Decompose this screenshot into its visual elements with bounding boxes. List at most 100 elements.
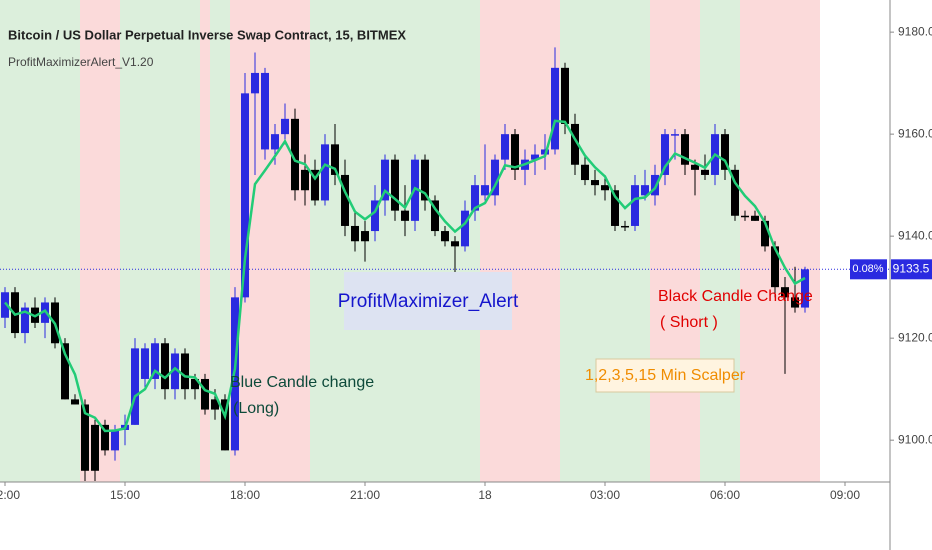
y-tick-label: 9100.0: [898, 432, 932, 446]
candle-body: [501, 134, 509, 160]
candle-body: [741, 215, 749, 218]
trend-band: [650, 0, 700, 482]
candle-body: [581, 164, 589, 181]
candle-body: [591, 180, 599, 186]
x-tick-label: 06:00: [710, 488, 740, 502]
candle-body: [481, 185, 489, 196]
annotation-title: ProfitMaximizer_Alert: [338, 291, 519, 312]
candle-body: [1, 292, 9, 318]
candle-body: [631, 185, 639, 226]
candle-body: [611, 190, 619, 226]
candle-body: [161, 343, 169, 390]
candle-body: [361, 231, 369, 242]
x-tick-label: 18:00: [230, 488, 260, 502]
candle-body: [681, 134, 689, 165]
x-tick-label: 12:00: [0, 488, 20, 502]
x-tick-label: 18: [478, 488, 492, 502]
last-price-label: 9133.5: [893, 261, 930, 275]
candle-body: [511, 134, 519, 170]
candle-body: [721, 134, 729, 170]
ema-line: [4, 119, 806, 433]
candle-body: [131, 348, 139, 425]
candle-body: [551, 67, 559, 150]
candle-body: [451, 241, 459, 247]
candle-body: [391, 159, 399, 211]
x-tick-label: 15:00: [110, 488, 140, 502]
candle-body: [91, 424, 99, 471]
chart-title: Bitcoin / US Dollar Perpetual Inverse Sw…: [8, 27, 406, 42]
candle-body: [601, 185, 609, 191]
candle-body: [641, 185, 649, 196]
scalper-note: 1,2,3,5,15 Min Scalper: [585, 367, 746, 384]
candle-body: [621, 225, 629, 228]
last-price-box: [891, 259, 932, 280]
long-note: (Long): [233, 400, 279, 417]
candle-body: [491, 159, 499, 196]
candle-body: [331, 144, 339, 175]
last-price-change-box: [850, 259, 887, 280]
y-tick-label: 9120.0: [898, 330, 932, 344]
candle-body: [571, 123, 579, 165]
trend-band: [560, 0, 650, 482]
candle-body: [201, 378, 209, 410]
candle-body: [61, 343, 69, 400]
candle-body: [271, 134, 279, 150]
candle-body: [251, 72, 259, 94]
candle-body: [771, 246, 779, 288]
trend-band: [0, 0, 80, 482]
trend-band: [480, 0, 560, 482]
candle-body: [761, 220, 769, 247]
candle-body: [751, 215, 759, 221]
candle-body: [341, 174, 349, 226]
candle-body: [731, 169, 739, 216]
candle-body: [791, 297, 799, 308]
candle-body: [291, 118, 299, 191]
candle-body: [81, 404, 89, 471]
candle-body: [301, 169, 309, 191]
candle-body: [111, 429, 119, 451]
candle-body: [371, 200, 379, 232]
trend-band: [210, 0, 230, 482]
candle-body: [71, 399, 79, 405]
candle-body: [221, 399, 229, 451]
candle-body: [801, 269, 809, 308]
y-tick-label: 9180.0: [898, 24, 932, 38]
candle-body: [151, 343, 159, 379]
candle-body: [671, 134, 679, 136]
indicator-name: ProfitMaximizerAlert_V1.20: [8, 55, 154, 69]
candle-body: [421, 159, 429, 201]
candle-body: [101, 424, 109, 451]
candle-body: [241, 93, 249, 298]
candle-body: [281, 118, 289, 135]
short-note: Black Candle Change: [658, 288, 813, 305]
candle-body: [261, 72, 269, 150]
candle-body: [561, 67, 569, 124]
candle-body: [651, 174, 659, 196]
x-tick-label: 03:00: [590, 488, 620, 502]
candle-body: [401, 210, 409, 221]
trend-band: [740, 0, 820, 482]
candle-body: [11, 292, 19, 334]
candle-body: [21, 307, 29, 334]
x-tick-label: 21:00: [350, 488, 380, 502]
candle-body: [381, 159, 389, 201]
candle-body: [471, 185, 479, 211]
candle-body: [211, 399, 219, 410]
candle-body: [431, 200, 439, 232]
candle-body: [141, 348, 149, 379]
candle-body: [661, 134, 669, 175]
y-tick-label: 9140.0: [898, 228, 932, 242]
candle-body: [311, 169, 319, 201]
candle-body: [191, 378, 199, 390]
trend-band: [200, 0, 210, 482]
candle-body: [171, 353, 179, 390]
candle-body: [461, 210, 469, 247]
x-tick-label: 09:00: [830, 488, 860, 502]
candle-body: [181, 353, 189, 390]
last-price-change: 0.08%: [852, 263, 883, 275]
candle-body: [351, 225, 359, 242]
candle-body: [531, 154, 539, 160]
trend-band: [80, 0, 120, 482]
y-tick-label: 9160.0: [898, 126, 932, 140]
